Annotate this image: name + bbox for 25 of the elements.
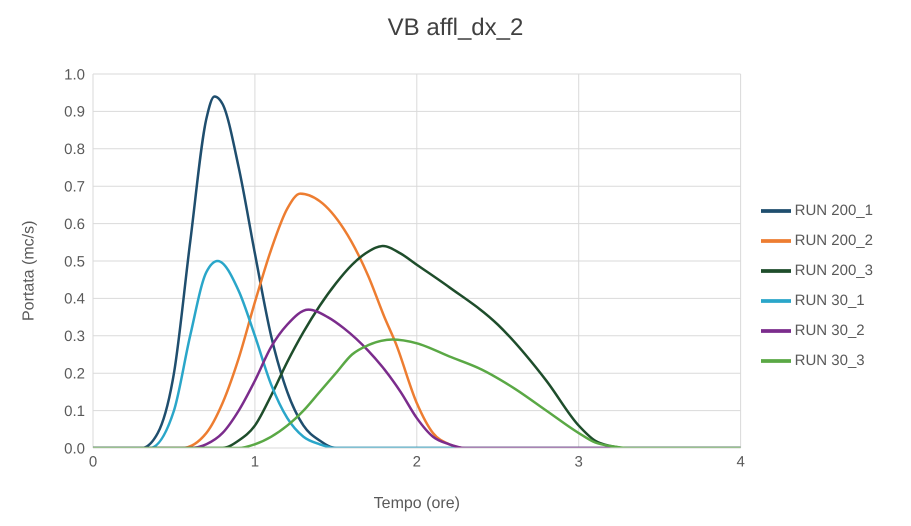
legend-label: RUN 200_3 xyxy=(794,262,873,279)
y-axis-title: Portata (mc/s) xyxy=(20,220,38,321)
y-tick-label: 1.0 xyxy=(64,66,85,84)
y-tick-label: 0.0 xyxy=(64,440,85,458)
legend-label: RUN 30_1 xyxy=(794,292,865,309)
legend-label: RUN 30_2 xyxy=(794,322,865,340)
y-tick-label: 0.6 xyxy=(64,216,85,233)
y-tick-label: 0.3 xyxy=(64,328,85,346)
legend-label: RUN 30_3 xyxy=(794,352,865,370)
x-tick-label: 2 xyxy=(412,454,421,471)
x-tick-label: 1 xyxy=(250,454,260,471)
y-tick-label: 0.5 xyxy=(64,253,85,270)
y-tick-label: 0.7 xyxy=(64,178,85,196)
legend-label: RUN 200_1 xyxy=(794,202,873,219)
x-tick-label: 4 xyxy=(736,454,745,471)
y-tick-label: 0.1 xyxy=(64,402,85,420)
legend-label: RUN 200_2 xyxy=(794,232,873,249)
y-tick-label: 0.2 xyxy=(64,366,85,383)
y-tick-label: 0.9 xyxy=(64,104,85,121)
x-axis-title: Tempo (ore) xyxy=(374,495,460,512)
x-tick-label: 3 xyxy=(574,454,583,471)
y-tick-label: 0.4 xyxy=(64,290,85,308)
chart-title: VB affl_dx_2 xyxy=(386,13,524,43)
x-tick-label: 0 xyxy=(88,454,98,471)
y-tick-label: 0.8 xyxy=(64,141,85,158)
